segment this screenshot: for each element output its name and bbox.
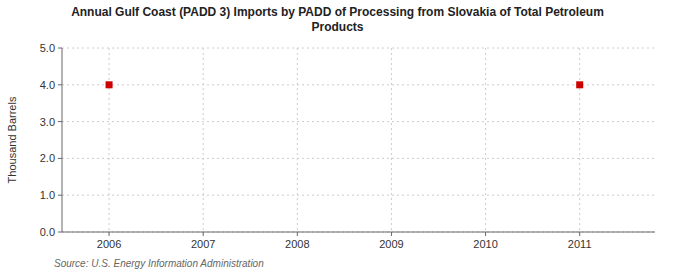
x-tick xyxy=(579,232,580,236)
x-tick-label: 2007 xyxy=(191,238,215,250)
x-tick xyxy=(485,232,486,236)
x-grid-line xyxy=(579,48,580,232)
source: Source: U.S. Energy Information Administ… xyxy=(54,258,264,269)
x-tick xyxy=(109,232,110,236)
y-tick xyxy=(58,121,62,122)
title-line: Products xyxy=(311,20,363,34)
x-tick xyxy=(297,232,298,236)
y-grid-line xyxy=(62,84,655,85)
x-grid-line xyxy=(297,48,298,232)
y-tick-label: 5.0 xyxy=(40,42,55,54)
y-tick xyxy=(58,232,62,233)
y-grid-line xyxy=(62,158,655,159)
y-grid-line xyxy=(62,48,655,49)
x-grid-line xyxy=(203,48,204,232)
x-tick-label: 2011 xyxy=(568,238,592,250)
x-tick-label: 2010 xyxy=(473,238,497,250)
x-tick xyxy=(391,232,392,236)
y-tick xyxy=(58,84,62,85)
grid xyxy=(62,48,655,232)
x-axis-line xyxy=(62,232,655,233)
x-tick xyxy=(203,232,204,236)
x-tick-label: 2008 xyxy=(285,238,309,250)
y-grid-line xyxy=(62,232,655,233)
x-grid-line xyxy=(109,48,110,232)
y-tick xyxy=(58,158,62,159)
x-tick-label: 2009 xyxy=(379,238,403,250)
y-tick xyxy=(58,195,62,196)
y-grid-line xyxy=(62,195,655,196)
x-tick-label: 2006 xyxy=(97,238,121,250)
y-grid-line xyxy=(62,121,655,122)
title-line: Annual Gulf Coast (PADD 3) Imports by PA… xyxy=(71,5,604,19)
point xyxy=(576,81,583,88)
point xyxy=(106,81,113,88)
y-tick-label: 2.0 xyxy=(40,152,55,164)
y-tick-label: 0.0 xyxy=(40,226,55,238)
y-axis-line xyxy=(62,48,63,232)
marks xyxy=(106,81,584,88)
y-axis-label: Thousand Barrels xyxy=(6,96,18,183)
y-tick-label: 1.0 xyxy=(40,189,55,201)
y-tick-label: 4.0 xyxy=(40,79,55,91)
x-grid-line xyxy=(391,48,392,232)
title: Annual Gulf Coast (PADD 3) Imports by PA… xyxy=(71,5,604,34)
chart: Annual Gulf Coast (PADD 3) Imports by PA… xyxy=(0,0,675,275)
y-tick xyxy=(58,48,62,49)
x-grid-line xyxy=(485,48,486,232)
y-tick-label: 3.0 xyxy=(40,116,55,128)
